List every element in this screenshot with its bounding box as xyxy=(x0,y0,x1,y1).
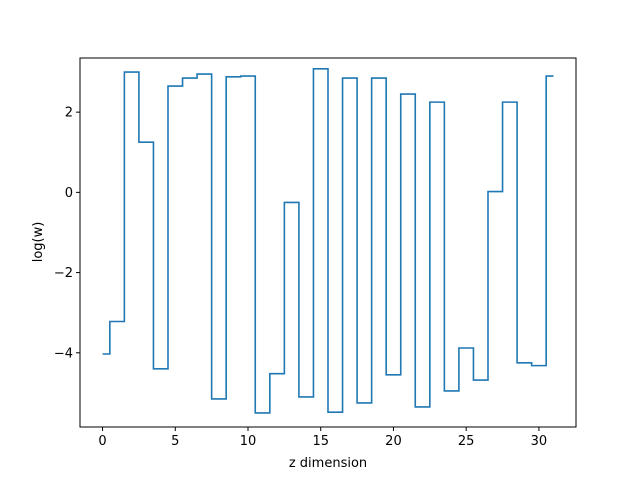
x-axis-label: z dimension xyxy=(289,456,367,471)
plot-frame xyxy=(79,57,577,428)
x-tick-label: 10 xyxy=(240,434,257,449)
x-tick-label: 30 xyxy=(531,434,548,449)
y-tick-label: −4 xyxy=(54,346,73,361)
y-axis-label: log(w) xyxy=(31,222,46,263)
x-tick-label: 15 xyxy=(312,434,329,449)
y-tick-label: −2 xyxy=(54,266,73,281)
series-line xyxy=(102,68,554,414)
x-axis: 0 5 10 15 20 25 30 xyxy=(98,427,547,449)
plot-area xyxy=(102,68,554,414)
y-tick-label: 0 xyxy=(65,186,73,201)
x-tick-label: 20 xyxy=(385,434,402,449)
x-tick-label: 0 xyxy=(98,434,106,449)
y-axis: −4 −2 0 2 xyxy=(54,106,80,361)
x-tick-label: 5 xyxy=(171,434,179,449)
y-tick-label: 2 xyxy=(65,106,73,121)
x-tick-label: 25 xyxy=(458,434,475,449)
